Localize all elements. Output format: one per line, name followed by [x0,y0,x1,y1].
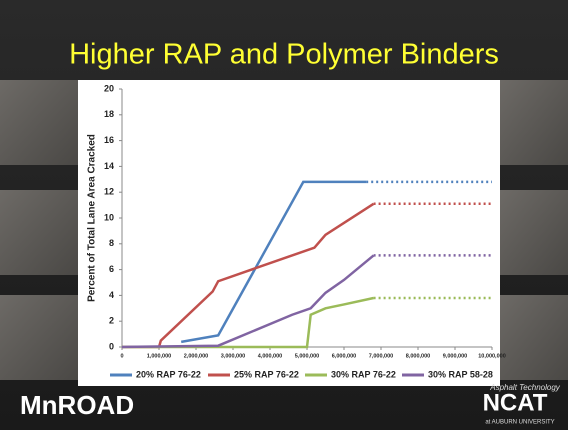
legend-label: 20% RAP 76-22 [136,369,201,379]
y-tick-label: 18 [104,109,114,119]
y-tick-label: 2 [109,316,114,326]
slide: Higher RAP and Polymer Binders Percent o… [0,0,568,430]
y-tick-label: 12 [104,187,114,197]
y-tick-label: 14 [104,161,114,171]
x-tick-label: 4,000,000 [258,353,282,359]
y-tick-label: 20 [104,83,114,93]
x-tick-label: 8,000,000 [406,353,430,359]
x-tick-label: 6,000,000 [332,353,356,359]
chart-title: Higher RAP and Polymer Binders [69,39,499,71]
logo-right: NCAT [483,389,548,416]
y-axis-label: Percent of Total Lane Area Cracked [87,134,98,302]
y-tick-label: 16 [104,135,114,145]
y-tick-label: 0 [109,341,114,351]
x-tick-label: 2,000,000 [184,353,208,359]
x-tick-label: 5,000,000 [295,353,319,359]
y-tick-label: 10 [104,212,114,222]
legend-label: 30% RAP 76-22 [331,369,396,379]
logo-left: MnROAD [20,390,134,420]
legend-label: 30% RAP 58-28 [428,369,493,379]
chart-area [78,80,500,386]
x-tick-label: 3,000,000 [221,353,245,359]
logo-right-bottom: at AUBURN UNIVERSITY [485,420,554,426]
x-tick-label: 7,000,000 [369,353,393,359]
x-tick-label: 9,000,000 [443,353,467,359]
y-tick-label: 6 [109,264,114,274]
y-tick-label: 8 [109,238,114,248]
x-tick-label: 10,000,000 [478,353,506,359]
x-tick-label: 0 [120,353,123,359]
y-tick-label: 4 [109,290,114,300]
x-tick-label: 1,000,000 [147,353,171,359]
page: Higher RAP and Polymer Binders Percent o… [0,0,568,430]
legend-label: 25% RAP 76-22 [234,369,299,379]
